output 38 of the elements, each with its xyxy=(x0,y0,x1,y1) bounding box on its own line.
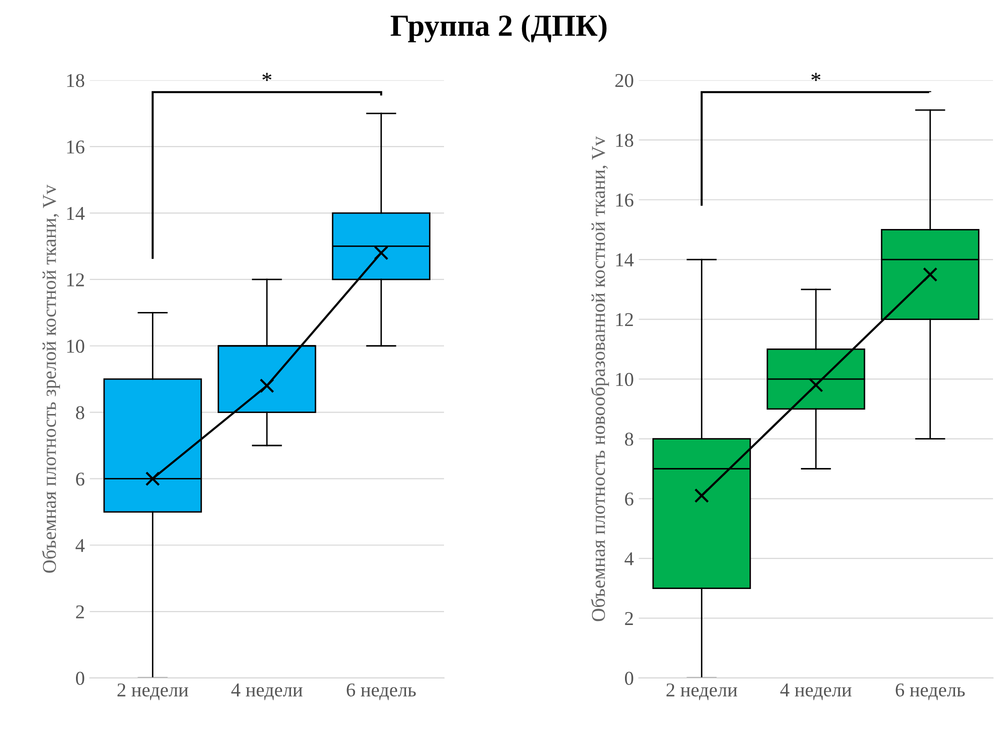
point xyxy=(374,246,388,260)
point xyxy=(260,378,274,394)
y-tick-label: 0 xyxy=(76,672,84,685)
y-tick-label: 20 xyxy=(615,74,634,88)
y-axis-title: Объемная плотность новообразованной костной ткани, Vv xyxy=(590,136,609,622)
x-tick-label: 6 недель xyxy=(346,683,416,700)
y-tick-label: 8 xyxy=(624,432,634,446)
y-tick-label: 2 xyxy=(76,605,84,618)
y-axis-title: Объемная плотность зрелой костной ткани, Vv xyxy=(42,184,60,573)
y-tick-label: 8 xyxy=(76,406,84,420)
y-tick-label: 12 xyxy=(67,273,84,286)
y-tick-label: 18 xyxy=(67,74,84,88)
annotation: * xyxy=(811,72,820,82)
point xyxy=(922,267,938,282)
y-tick-label: 4 xyxy=(76,539,85,552)
x-tick-label: 2 недели xyxy=(118,683,188,700)
y-tick-label: 0 xyxy=(624,672,634,685)
y-tick-label: 12 xyxy=(616,313,633,326)
x-tick-label: 2 недели xyxy=(666,683,738,700)
y-tick-label: 14 xyxy=(67,206,85,220)
y-tick-label: 14 xyxy=(616,253,634,266)
x-tick-label: 4 недели xyxy=(231,684,302,700)
annotation: * xyxy=(262,72,272,82)
x-tick-label: 4 недели xyxy=(780,684,852,700)
point xyxy=(808,378,824,392)
y-tick-label: 4 xyxy=(624,552,634,566)
y-tick-label: 18 xyxy=(616,134,634,147)
point xyxy=(694,488,709,503)
y-tick-label: 10 xyxy=(67,340,84,353)
chart-title: Группа 2 (ДПК) xyxy=(390,14,607,42)
y-tick-label: 10 xyxy=(616,372,634,386)
y-tick-label: 6 xyxy=(76,472,84,486)
y-tick-label: 6 xyxy=(625,492,634,506)
point xyxy=(145,471,160,486)
y-tick-label: 16 xyxy=(616,194,634,207)
x-tick-label: 6 недель xyxy=(896,683,965,700)
y-tick-label: 16 xyxy=(67,140,84,154)
y-tick-label: 2 xyxy=(625,612,633,625)
